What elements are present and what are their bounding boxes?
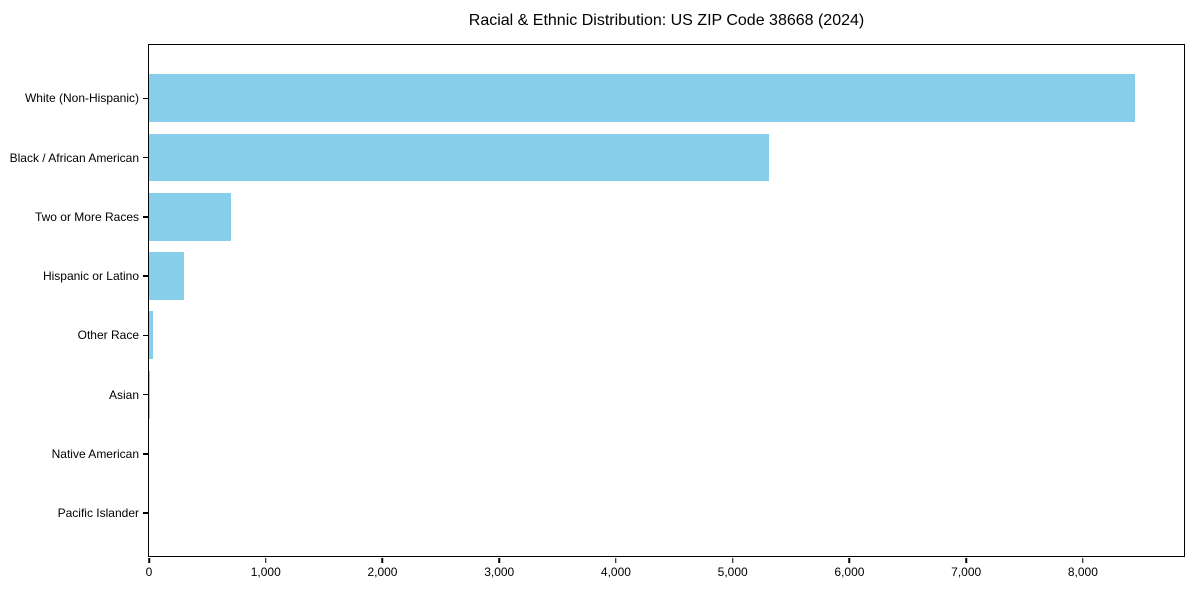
x-tick-label-2000: 2,000 <box>367 565 398 579</box>
y-tick-label-black-african-american: Black / African American <box>9 150 139 165</box>
x-axis-tick <box>848 557 851 563</box>
x-tick-label-4000: 4,000 <box>600 565 631 579</box>
y-tick-label-asian: Asian <box>108 387 139 402</box>
y-axis-tick <box>142 393 148 396</box>
x-tick-label-0: 0 <box>145 565 153 579</box>
y-tick-label-two-or-more-races: Two or More Races <box>34 209 139 224</box>
bar-other-race <box>149 311 153 360</box>
x-tick-label-8000: 8,000 <box>1067 565 1098 579</box>
y-tick-label-other-race: Other Race <box>77 328 139 343</box>
y-axis-tick <box>142 156 148 159</box>
x-tick-label-6000: 6,000 <box>834 565 865 579</box>
x-axis-tick <box>965 557 967 563</box>
bar-asian <box>149 370 151 419</box>
y-tick-label-hispanic-or-latino: Hispanic or Latino <box>42 269 139 284</box>
x-tick-label-5000: 5,000 <box>717 565 748 579</box>
y-axis-tick <box>142 216 148 218</box>
x-axis-tick <box>148 557 150 563</box>
y-axis-tick <box>142 453 148 455</box>
bar-hispanic-or-latino <box>149 252 185 301</box>
y-axis-tick <box>142 97 148 100</box>
x-tick-label-7000: 7,000 <box>951 565 982 579</box>
y-axis-tick <box>142 512 148 514</box>
x-axis-tick <box>731 557 734 563</box>
y-tick-label-pacific-islander: Pacific Islander <box>57 506 139 521</box>
y-axis-tick <box>142 275 148 277</box>
chart-title: Racial & Ethnic Distribution: US ZIP Cod… <box>468 12 865 29</box>
x-axis-tick <box>615 557 617 563</box>
y-tick-label-native-american: Native American <box>51 446 139 461</box>
x-axis-tick <box>498 557 500 563</box>
x-tick-label-3000: 3,000 <box>484 565 515 579</box>
x-axis-tick <box>1082 557 1084 563</box>
bar-two-or-more-races <box>149 192 231 241</box>
x-tick-label-1000: 1,000 <box>250 565 281 579</box>
plot-area: White (Non-Hispanic) Black / African Amer… <box>10 44 1185 579</box>
bar-white-non-hispanic <box>149 74 1135 123</box>
bar-black-african-american <box>149 133 769 182</box>
x-axis-tick <box>264 557 267 563</box>
x-axis-tick <box>381 557 384 563</box>
y-tick-label-white-non-hispanic: White (Non-Hispanic) <box>24 91 139 106</box>
y-axis-tick <box>142 334 148 337</box>
